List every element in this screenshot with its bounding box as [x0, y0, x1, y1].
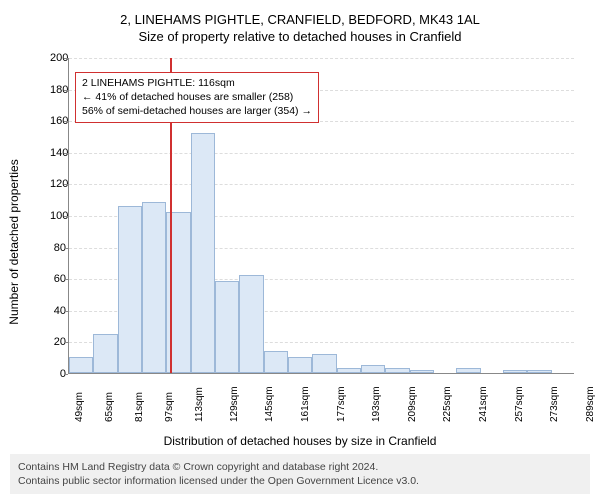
- histogram-bar: [239, 275, 263, 373]
- histogram-bar: [191, 133, 215, 373]
- page-subtitle: Size of property relative to detached ho…: [10, 29, 590, 44]
- page-title-address: 2, LINEHAMS PIGHTLE, CRANFIELD, BEDFORD,…: [10, 12, 590, 27]
- histogram-bar: [410, 370, 434, 373]
- histogram-bar: [527, 370, 551, 373]
- x-tick-label: 289sqm: [585, 386, 600, 422]
- histogram-bar: [93, 334, 117, 374]
- y-tick-mark: [64, 374, 68, 375]
- histogram-bar: [312, 354, 336, 373]
- histogram-chart: Number of detached properties 0204060801…: [20, 52, 580, 432]
- annotation-line3: 56% of semi-detached houses are larger (…: [82, 104, 312, 118]
- histogram-bar: [337, 368, 361, 373]
- histogram-bar: [288, 357, 312, 373]
- histogram-bar: [361, 365, 385, 373]
- histogram-bar: [118, 206, 142, 373]
- x-tick-labels: 49sqm65sqm81sqm97sqm113sqm129sqm145sqm16…: [68, 376, 574, 432]
- x-axis-label: Distribution of detached houses by size …: [10, 434, 590, 448]
- footer-line1: Contains HM Land Registry data © Crown c…: [18, 460, 582, 474]
- histogram-bar: [456, 368, 480, 373]
- marker-annotation: 2 LINEHAMS PIGHTLE: 116sqm ← 41% of deta…: [75, 72, 319, 123]
- y-axis-label: Number of detached properties: [7, 159, 21, 324]
- attribution-footer: Contains HM Land Registry data © Crown c…: [10, 454, 590, 494]
- histogram-bar: [264, 351, 288, 373]
- histogram-bar: [69, 357, 93, 373]
- histogram-bar: [142, 202, 166, 373]
- footer-line2: Contains public sector information licen…: [18, 474, 582, 488]
- histogram-bar: [215, 281, 239, 373]
- histogram-bar: [503, 370, 527, 373]
- annotation-line1: 2 LINEHAMS PIGHTLE: 116sqm: [82, 76, 312, 90]
- histogram-bar: [385, 368, 409, 373]
- annotation-line2: ← 41% of detached houses are smaller (25…: [82, 90, 312, 104]
- plot-area: 2 LINEHAMS PIGHTLE: 116sqm ← 41% of deta…: [68, 58, 574, 374]
